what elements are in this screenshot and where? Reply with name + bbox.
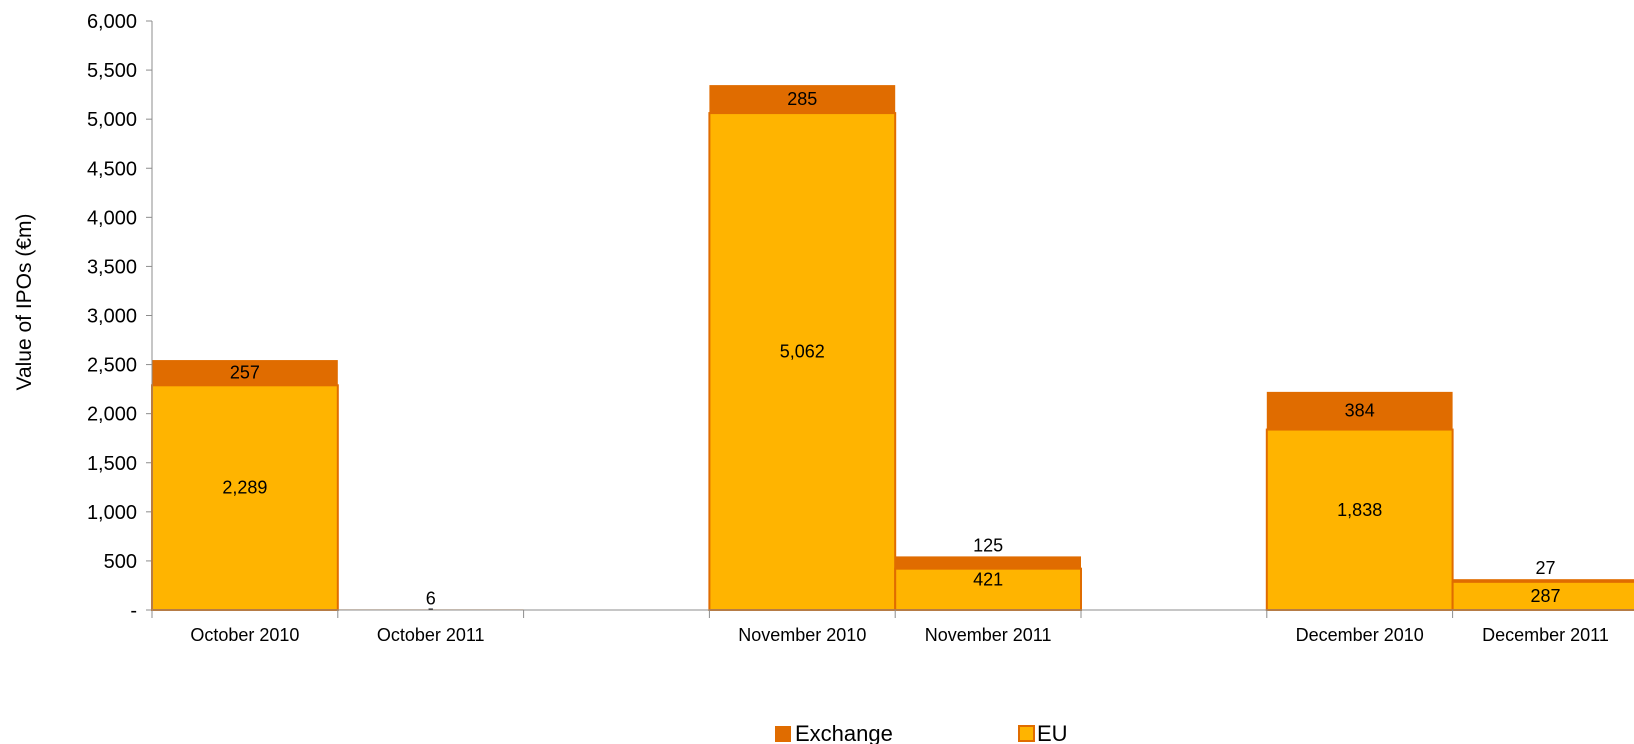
y-tick-label: 1,000 <box>87 502 137 524</box>
data-label-exchange-december-2011: 27 <box>1535 558 1555 578</box>
data-label-eu-november-2011: 421 <box>973 569 1003 589</box>
y-tick-label: 5,500 <box>87 60 137 82</box>
y-tick-label: 5,000 <box>87 109 137 131</box>
data-label-eu-october-2011: - <box>428 598 434 618</box>
category-label-november-2010: November 2010 <box>738 625 866 645</box>
data-label-eu-october-2010: 2,289 <box>222 478 267 498</box>
category-labels: October 2010 October 2011 November 2010 Nov… <box>190 625 1609 645</box>
bar-exchange-november-2010 <box>709 85 896 114</box>
legend: Exchange EU <box>775 721 1068 744</box>
bar-exchange-november-2011 <box>895 556 1081 569</box>
data-label-exchange-october-2011: 6 <box>426 588 436 608</box>
data-label-eu-december-2010: 1,838 <box>1337 500 1382 520</box>
data-label-exchange-december-2010: 384 <box>1345 401 1375 421</box>
bar-exchange-october-2010 <box>152 360 338 386</box>
y-tick-label: - <box>130 600 137 622</box>
category-label-october-2011: October 2011 <box>377 625 485 645</box>
bar-exchange-december-2010 <box>1266 391 1453 430</box>
y-tick-label: 4,500 <box>87 158 137 180</box>
y-tick-label: 6,000 <box>87 11 137 33</box>
bar-eu-november-2010 <box>708 112 897 612</box>
bar-eu-october-2010 <box>151 384 339 612</box>
y-tick-label: 4,000 <box>87 207 137 229</box>
y-tick-label: 1,500 <box>87 453 137 475</box>
legend-label-eu: EU <box>1037 721 1068 744</box>
data-label-eu-november-2010: 5,062 <box>780 342 825 362</box>
legend-swatch-eu <box>1018 725 1035 742</box>
y-tick-label: 2,000 <box>87 404 137 426</box>
legend-swatch-exchange <box>775 726 791 742</box>
y-tick-label: 500 <box>104 551 137 573</box>
bar-eu-november-2011 <box>894 567 1083 611</box>
axes <box>151 21 1634 618</box>
category-label-december-2011: December 2011 <box>1482 625 1609 645</box>
data-label-exchange-november-2010: 285 <box>787 89 817 109</box>
data-label-exchange-october-2010: 257 <box>230 363 260 383</box>
y-tick-label: 2,500 <box>87 355 137 377</box>
category-label-december-2010: December 2010 <box>1296 625 1424 645</box>
bar-eu-december-2010 <box>1265 428 1454 611</box>
category-label-october-2010: October 2010 <box>190 625 299 645</box>
legend-label-exchange: Exchange <box>795 721 893 744</box>
category-label-november-2011: November 2011 <box>925 625 1052 645</box>
bar-exchange-december-2011 <box>1452 579 1634 582</box>
y-tick-label: 3,000 <box>87 306 137 328</box>
y-axis-ticks: - 500 1,000 1,500 2,000 2,500 3,000 3,500 4,000 4… <box>87 11 152 622</box>
data-label-exchange-november-2011: 125 <box>973 535 1003 555</box>
data-label-eu-december-2011: 287 <box>1530 586 1560 606</box>
y-axis-title: Value of IPOs (€m) <box>13 213 36 390</box>
y-tick-label: 3,500 <box>87 256 137 278</box>
bars: 2,289 257 -6 5,062 285 421 125 1,838 384 287 27 <box>151 85 1634 618</box>
